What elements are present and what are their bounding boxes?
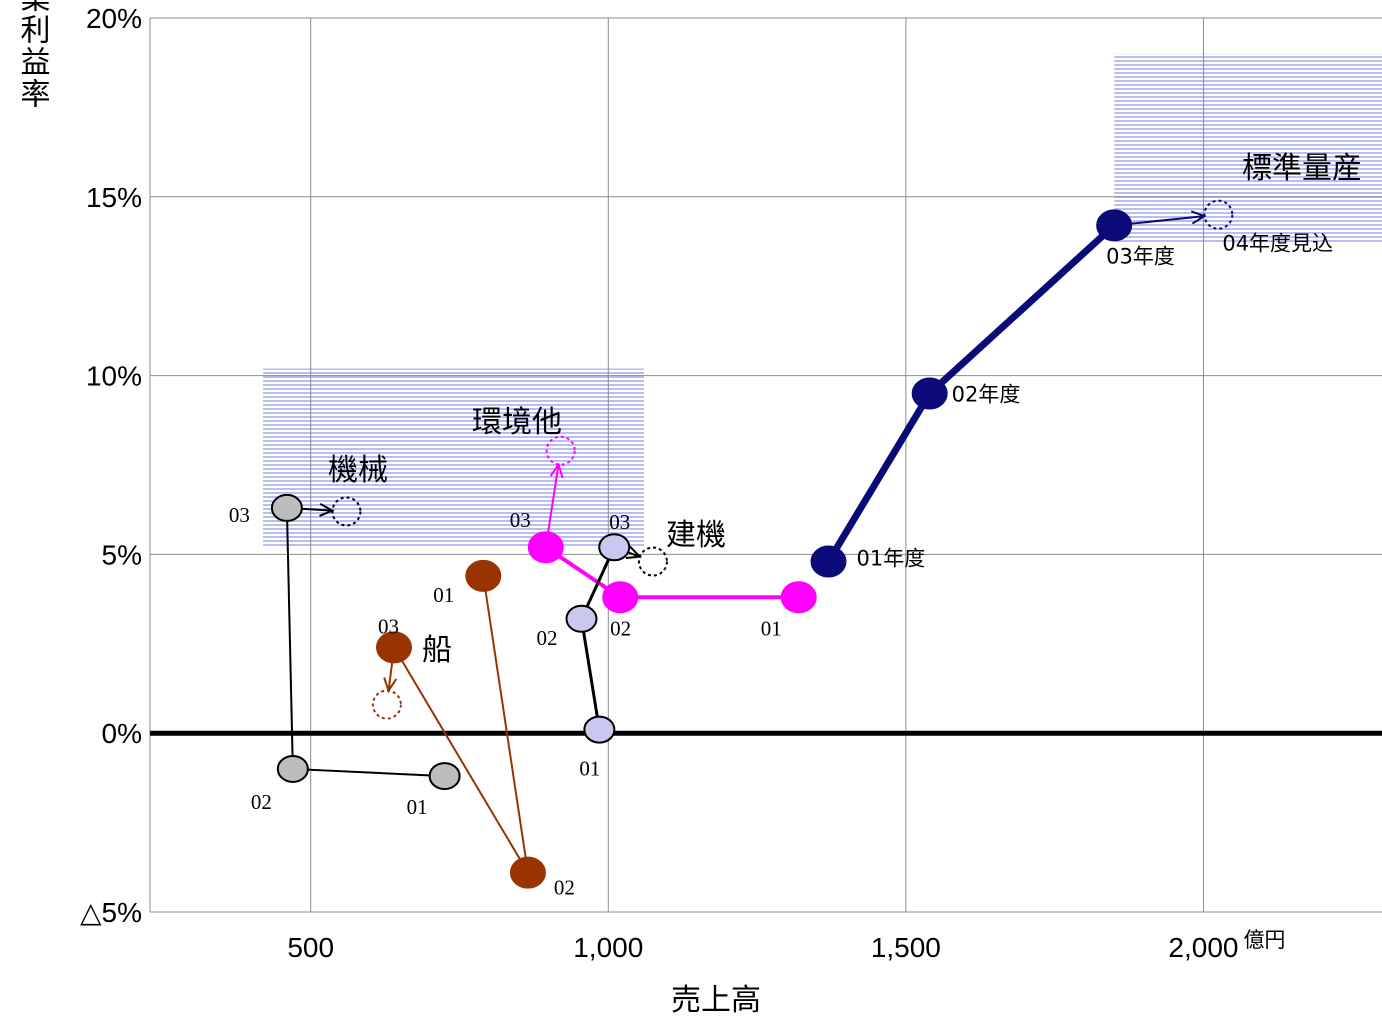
point-label: 03 [609, 510, 630, 534]
point-label: 02 [536, 626, 557, 650]
data-point [911, 377, 948, 410]
point-label: 03 [229, 503, 250, 527]
forecast-marker [371, 689, 402, 720]
highlight-regions [263, 53, 1382, 548]
y-tick-label: 10% [86, 361, 142, 392]
series-4 [371, 559, 546, 889]
point-label: 01 [433, 583, 454, 607]
point-label: 02 [251, 790, 272, 814]
series-1 [527, 435, 817, 614]
y-tick-label: △5% [80, 897, 142, 928]
x-tick-label: 2,000 [1168, 932, 1238, 963]
y-tick-label: 0% [102, 718, 142, 749]
point-label: 01 [761, 616, 782, 640]
segment-label: 船 [422, 633, 452, 668]
x-axis-title: 売上高 [671, 983, 761, 1016]
segment-label: 標準量産 [1242, 151, 1362, 186]
forecast-marker [1203, 199, 1234, 230]
y-axis-title: 営業利益率 [15, 0, 51, 110]
series-2 [565, 533, 668, 744]
y-tick-label: 15% [86, 182, 142, 213]
forecast-marker [545, 435, 576, 466]
highlight-region [1114, 53, 1382, 244]
x-tick-label: 1,000 [573, 932, 643, 963]
x-unit-label: 億円 [1243, 929, 1285, 952]
series-layer [270, 199, 1234, 889]
point-label: 02年度 [952, 382, 1021, 406]
point-label: 01 [407, 795, 428, 819]
forecast-label: 04年度見込 [1222, 232, 1333, 256]
point-label: 02 [554, 876, 575, 900]
segment-label: 機械 [328, 453, 388, 488]
data-point [527, 531, 564, 564]
segment-label: 建機 [666, 518, 726, 553]
data-point [509, 856, 546, 889]
point-label: 03 [378, 614, 399, 638]
x-tick-label: 500 [287, 932, 334, 963]
point-label: 01 [579, 757, 600, 781]
data-point [598, 533, 631, 562]
labels-layer: 01年度 02年度 03年度 04年度見込 01 02 03 01 02 03 01 02 03 01 02… [229, 151, 1362, 900]
x-tick-label: 1,500 [871, 932, 941, 963]
point-label: 03年度 [1106, 244, 1175, 268]
data-point [276, 754, 309, 783]
data-point [583, 715, 616, 744]
series-3 [270, 493, 461, 791]
data-point [270, 493, 303, 522]
point-label: 02 [610, 616, 631, 640]
forecast-marker [637, 546, 668, 577]
point-label: 03 [510, 508, 531, 532]
data-point [810, 545, 847, 578]
data-point [565, 604, 598, 633]
data-point [780, 581, 817, 614]
y-tick-label: 20% [86, 3, 142, 34]
data-point [1096, 209, 1133, 242]
series-0 [810, 199, 1234, 578]
data-point [428, 762, 461, 791]
segment-label: 環境他 [472, 405, 562, 440]
point-label: 01年度 [856, 547, 925, 571]
data-point [465, 559, 502, 592]
highlight-region [263, 368, 644, 548]
data-point [602, 581, 639, 614]
forecast-marker [331, 496, 362, 527]
data-point [376, 631, 413, 664]
series-line [393, 575, 529, 874]
grid [150, 17, 1382, 913]
y-tick-label: 5% [102, 539, 142, 570]
